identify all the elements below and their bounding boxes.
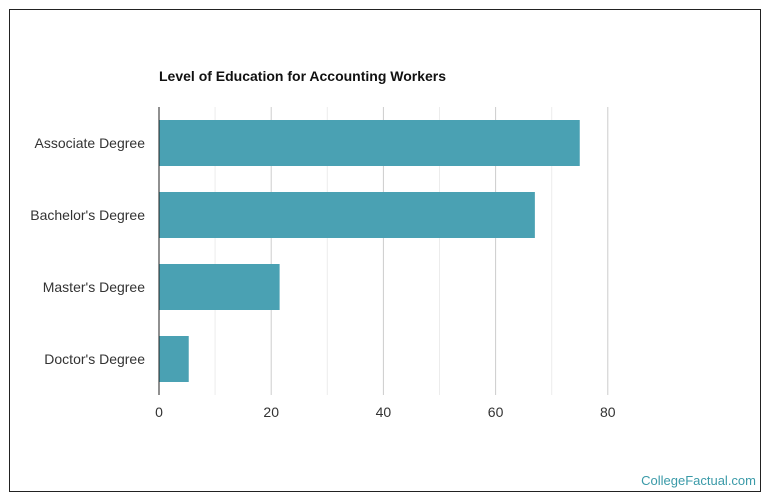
bar[interactable] <box>159 120 580 166</box>
chart-frame <box>9 9 761 492</box>
category-label: Associate Degree <box>34 135 145 151</box>
bars <box>159 120 580 382</box>
source-watermark[interactable]: CollegeFactual.com <box>641 473 756 488</box>
bar[interactable] <box>159 336 189 382</box>
bar[interactable] <box>159 192 535 238</box>
x-tick-label: 20 <box>263 404 279 420</box>
category-label: Doctor's Degree <box>44 351 145 367</box>
x-tick-label: 0 <box>155 404 163 420</box>
x-tick-label: 40 <box>376 404 392 420</box>
chart-title: Level of Education for Accounting Worker… <box>159 68 446 84</box>
category-label: Bachelor's Degree <box>30 207 145 223</box>
category-label: Master's Degree <box>43 279 145 295</box>
x-tick-label: 60 <box>488 404 504 420</box>
category-labels: Associate Degree Bachelor's Degree Master'… <box>30 135 145 367</box>
bar[interactable] <box>159 264 280 310</box>
tick-labels: 0 20 40 60 80 <box>155 404 616 420</box>
x-tick-label: 80 <box>600 404 616 420</box>
